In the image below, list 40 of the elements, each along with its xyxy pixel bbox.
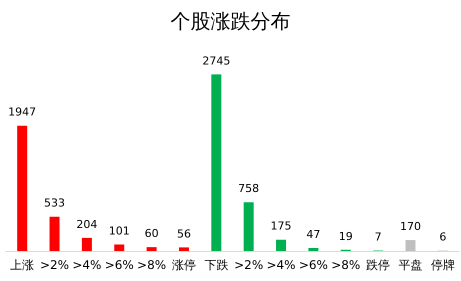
x-tick-label: >8% [331,258,360,272]
x-tick-label: >2% [234,258,264,272]
bar [308,248,318,251]
bar [405,240,416,251]
data-label: 56 [176,227,191,240]
x-tick-label: >6% [298,258,328,272]
data-label: 101 [108,224,130,238]
x-tick-label: >4% [72,258,102,272]
bar [82,238,92,251]
data-label: 60 [144,227,159,240]
x-tick-label: 涨停 [172,258,196,272]
x-tick-label: >6% [104,258,134,272]
data-label: 6 [439,230,446,244]
data-label: 47 [306,228,320,241]
data-label: 533 [44,196,66,210]
chart-title: 个股涨跌分布 [170,9,290,33]
data-label: 170 [400,220,421,234]
data-label: 1947 [8,106,36,119]
data-label: 175 [270,220,292,233]
x-tick-label: 平盘 [398,258,422,272]
x-tick-label: 跌停 [366,258,390,272]
data-label: 2745 [202,54,230,68]
bar [114,244,124,251]
x-tick-label: >4% [266,258,296,272]
data-label: 19 [338,230,353,243]
x-tick-label: 停牌 [430,258,455,272]
x-tick-label: 下跌 [204,258,228,272]
x-tick-label: >2% [40,258,70,272]
bar [17,126,28,251]
x-tick-label: 上涨 [10,258,34,272]
bar [50,216,60,251]
data-label: 7 [374,230,382,244]
bar [244,202,254,251]
bar [276,240,286,251]
bar [178,247,189,251]
data-label: 204 [76,218,98,231]
x-tick-label: >8% [137,258,166,272]
data-label: 758 [238,182,260,196]
bar [146,247,157,251]
bar [211,74,222,251]
